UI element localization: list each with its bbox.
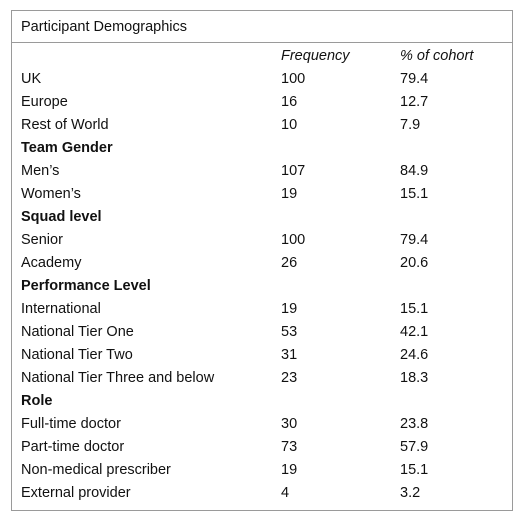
column-header: Frequency xyxy=(281,48,350,64)
frequency-cell: 4 xyxy=(281,485,290,501)
row-label: National Tier One xyxy=(21,324,134,340)
row-label: National Tier Three and below xyxy=(21,370,215,386)
row-label: Men’s xyxy=(21,163,60,179)
frequency-cell: 53 xyxy=(281,324,298,340)
title-rule xyxy=(11,42,513,43)
row-label: Senior xyxy=(21,232,63,248)
section-heading: Squad level xyxy=(21,209,102,225)
frequency-cell: 19 xyxy=(281,462,298,478)
frequency-cell: 100 xyxy=(281,232,306,248)
percent-cell: 23.8 xyxy=(400,416,429,432)
percent-cell: 24.6 xyxy=(400,347,429,363)
percent-cell: 20.6 xyxy=(400,255,429,271)
frequency-cell: 19 xyxy=(281,186,298,202)
section-heading: Team Gender xyxy=(21,140,113,156)
row-label: Non-medical prescriber xyxy=(21,462,171,478)
frequency-cell: 23 xyxy=(281,370,298,386)
percent-cell: 15.1 xyxy=(400,186,429,202)
frequency-cell: 26 xyxy=(281,255,298,271)
frequency-cell: 16 xyxy=(281,94,298,110)
frequency-cell: 31 xyxy=(281,347,298,363)
frequency-cell: 19 xyxy=(281,301,298,317)
section-heading: Performance Level xyxy=(21,278,151,294)
row-label: Full-time doctor xyxy=(21,416,121,432)
section-heading: Role xyxy=(21,393,53,409)
frequency-cell: 107 xyxy=(281,163,306,179)
percent-cell: 42.1 xyxy=(400,324,429,340)
percent-cell: 57.9 xyxy=(400,439,429,455)
percent-cell: 79.4 xyxy=(400,71,429,87)
percent-cell: 15.1 xyxy=(400,462,429,478)
row-label: Academy xyxy=(21,255,82,271)
frequency-cell: 30 xyxy=(281,416,298,432)
column-header: % of cohort xyxy=(400,48,474,64)
row-label: Rest of World xyxy=(21,117,109,133)
percent-cell: 79.4 xyxy=(400,232,429,248)
frequency-cell: 10 xyxy=(281,117,298,133)
row-label: Part-time doctor xyxy=(21,439,125,455)
percent-cell: 12.7 xyxy=(400,94,429,110)
percent-cell: 18.3 xyxy=(400,370,429,386)
row-label: Women’s xyxy=(21,186,81,202)
table-frame xyxy=(11,10,513,511)
row-label: International xyxy=(21,301,101,317)
row-label: National Tier Two xyxy=(21,347,133,363)
table-title: Participant Demographics xyxy=(21,19,188,35)
percent-cell: 15.1 xyxy=(400,301,429,317)
frequency-cell: 100 xyxy=(281,71,306,87)
row-label: Europe xyxy=(21,94,68,110)
percent-cell: 3.2 xyxy=(400,485,421,501)
row-label: UK xyxy=(21,71,42,87)
row-label: External provider xyxy=(21,485,131,501)
percent-cell: 7.9 xyxy=(400,117,421,133)
frequency-cell: 73 xyxy=(281,439,298,455)
percent-cell: 84.9 xyxy=(400,163,429,179)
